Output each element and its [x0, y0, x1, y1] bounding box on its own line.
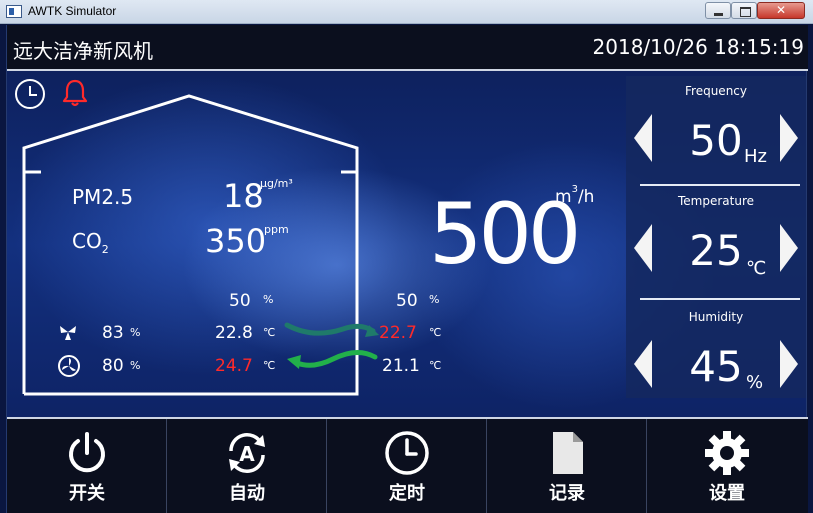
- fan-exhaust-icon: [60, 326, 76, 340]
- auto-icon: A: [229, 433, 265, 473]
- nav-timer-label: 定时: [389, 483, 425, 504]
- timer-status-icon[interactable]: [15, 79, 45, 109]
- airflow-unit-tail: /h: [577, 187, 595, 207]
- app-area: 远大洁净新风机 2018/10/26 18:15:19 PM2.5 18 μg/…: [6, 25, 808, 513]
- nav-auto-label: 自动: [229, 483, 265, 504]
- humidity-decrease-arrow-icon[interactable]: [632, 338, 654, 390]
- airflow-value: 500: [429, 185, 581, 283]
- page-title: 远大洁净新风机: [13, 39, 153, 63]
- divider: [640, 184, 800, 186]
- airflow-unit-base: m: [555, 187, 572, 207]
- svg-text:A: A: [239, 442, 255, 466]
- humidity-label: Humidity: [688, 310, 744, 324]
- nav-settings-label: 设置: [709, 483, 745, 504]
- power-icon: [69, 432, 105, 473]
- house-outline: [22, 94, 359, 396]
- nav-timer[interactable]: 定时: [327, 419, 487, 513]
- heat-exchange-arrows-icon: [284, 322, 379, 369]
- temperature-label: Temperature: [677, 194, 754, 208]
- header: 远大洁净新风机 2018/10/26 18:15:19: [7, 25, 808, 71]
- clock-icon: [385, 431, 429, 475]
- bottom-nav: 开关 A 自动 定时 记录: [7, 417, 808, 513]
- temp-out-2-unit: ℃: [429, 359, 442, 372]
- temperature-unit: ℃: [746, 258, 767, 279]
- gear-icon: [705, 431, 749, 475]
- nav-power[interactable]: 开关: [7, 419, 167, 513]
- pm25-unit: μg/m³: [260, 177, 293, 190]
- humidity-increase-arrow-icon[interactable]: [778, 338, 800, 390]
- temperature-increase-arrow-icon[interactable]: [778, 222, 800, 274]
- frequency-decrease-arrow-icon[interactable]: [632, 112, 654, 164]
- humidity-inner-unit: %: [263, 293, 274, 306]
- nav-records-label: 记录: [549, 483, 585, 504]
- nav-settings[interactable]: 设置: [647, 419, 807, 513]
- fan1-percent-unit: %: [130, 326, 141, 339]
- window-titlebar: AWTK Simulator: [0, 0, 813, 24]
- humidity-value: 45: [689, 342, 743, 391]
- temp-out-1-unit: ℃: [429, 326, 442, 339]
- app-icon: [6, 5, 22, 18]
- fan-supply-icon: [58, 355, 80, 377]
- divider: [640, 298, 800, 300]
- temp-out-2: 21.1: [382, 356, 420, 376]
- co2-label: CO2: [72, 229, 109, 256]
- humidity-outer-unit: %: [429, 293, 440, 306]
- datetime: 2018/10/26 18:15:19: [592, 35, 804, 59]
- humidity-inner-value: 50: [229, 291, 251, 311]
- temp-in-1-unit: ℃: [263, 326, 276, 339]
- window-title: AWTK Simulator: [28, 4, 117, 18]
- temperature-decrease-arrow-icon[interactable]: [632, 222, 654, 274]
- maximize-button[interactable]: [731, 2, 757, 19]
- co2-label-text: CO: [72, 229, 102, 253]
- pm25-label: PM2.5: [72, 185, 134, 209]
- close-button[interactable]: [757, 2, 805, 19]
- temp-out-1: 22.7: [379, 323, 417, 343]
- airflow-unit-exp: 3: [571, 184, 578, 195]
- humidity-unit: %: [746, 372, 764, 393]
- co2-unit: ppm: [264, 223, 289, 236]
- nav-auto[interactable]: A 自动: [167, 419, 327, 513]
- nav-records[interactable]: 记录: [487, 419, 647, 513]
- bell-icon[interactable]: [59, 77, 91, 109]
- pm25-value: 18: [223, 177, 264, 215]
- frequency-unit: Hz: [744, 146, 767, 167]
- nav-power-label: 开关: [69, 483, 105, 504]
- frequency-increase-arrow-icon[interactable]: [778, 112, 800, 164]
- co2-value: 350: [205, 222, 267, 260]
- frequency-label: Frequency: [685, 84, 747, 98]
- co2-subscript: 2: [101, 243, 109, 256]
- temp-in-2-unit: ℃: [263, 359, 276, 372]
- document-icon: [553, 432, 583, 474]
- airflow-unit: m3/h: [555, 184, 595, 207]
- fan2-percent: 80: [102, 356, 124, 376]
- temp-in-2: 24.7: [215, 356, 253, 376]
- temp-in-1: 22.8: [215, 323, 253, 343]
- control-panel: Frequency 50 Hz Temperature 25 ℃ Humidit…: [626, 76, 806, 398]
- fan2-percent-unit: %: [130, 359, 141, 372]
- humidity-outer-value: 50: [396, 291, 418, 311]
- fan1-percent: 83: [102, 323, 124, 343]
- temperature-value: 25: [689, 226, 743, 275]
- minimize-button[interactable]: [705, 2, 731, 19]
- frequency-value: 50: [689, 116, 743, 165]
